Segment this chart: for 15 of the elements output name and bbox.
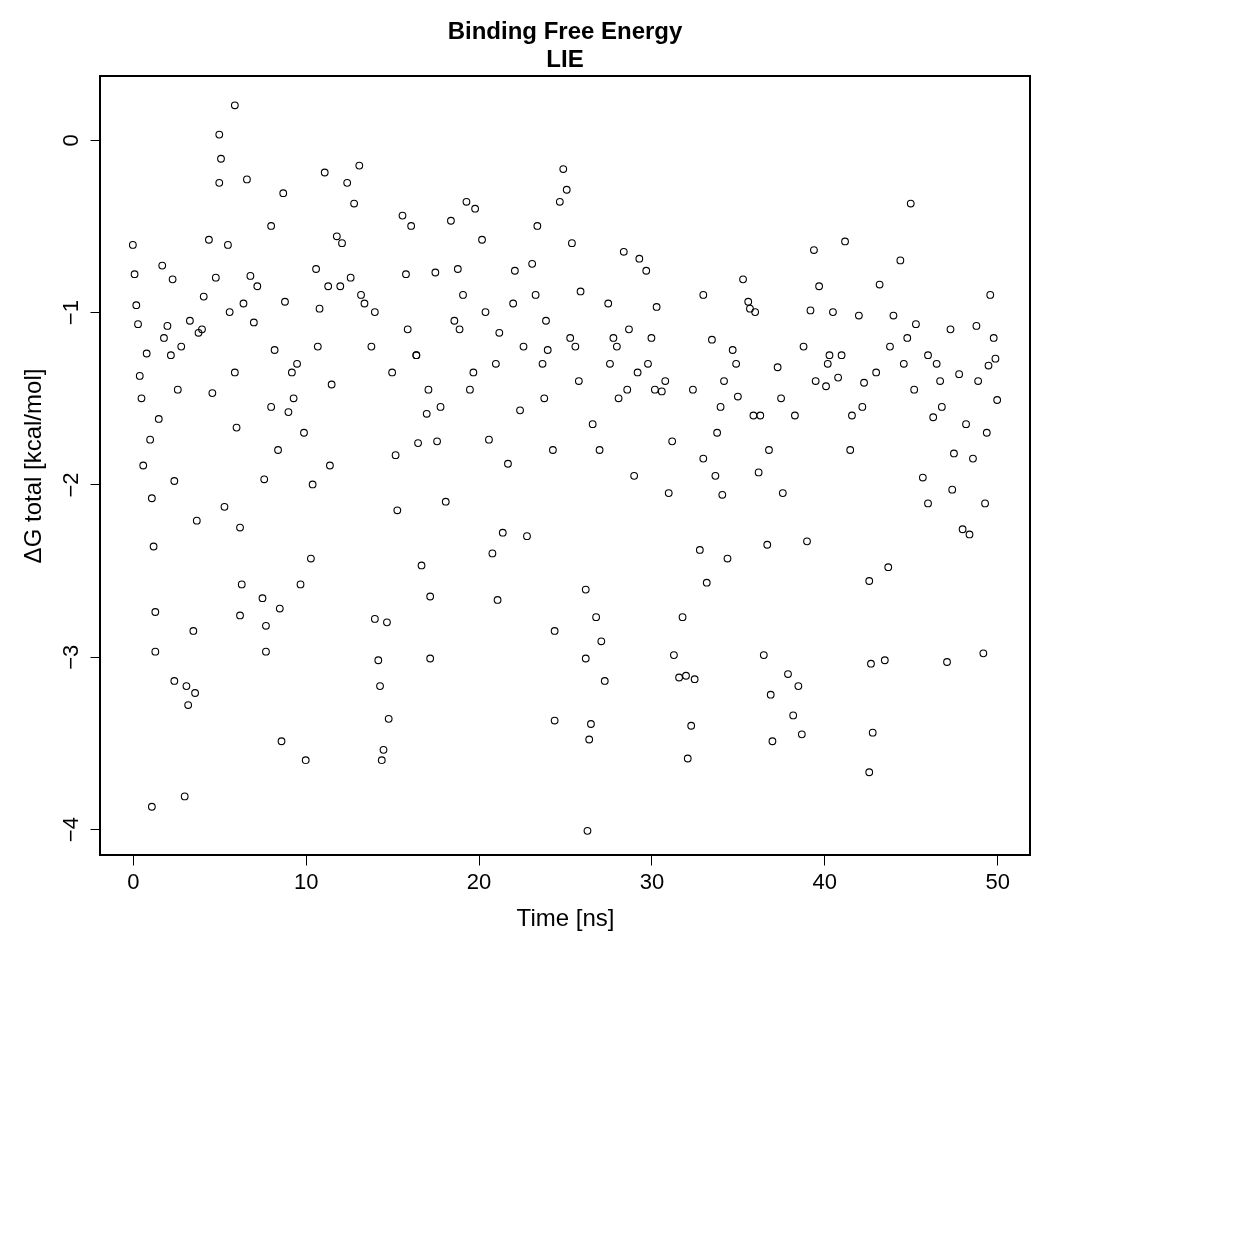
x-tick-label: 20 bbox=[466, 868, 492, 894]
y-tick-label: 0 bbox=[57, 134, 83, 147]
y-tick-label: −4 bbox=[57, 817, 83, 843]
x-tick-label: 10 bbox=[293, 868, 319, 894]
x-axis-title: Time [ns] bbox=[516, 903, 615, 931]
x-tick-label: 0 bbox=[127, 868, 140, 894]
chart-subtitle: LIE bbox=[546, 45, 584, 72]
y-tick-label: −2 bbox=[57, 472, 83, 498]
x-tick-label: 40 bbox=[812, 868, 838, 894]
y-tick-label: −3 bbox=[57, 644, 83, 670]
chart-title: Binding Free Energy bbox=[447, 17, 683, 44]
y-axis-title: ΔG total [kcal/mol] bbox=[18, 368, 46, 564]
x-tick-label: 30 bbox=[639, 868, 665, 894]
y-tick-label: −1 bbox=[57, 300, 83, 326]
x-tick-label: 50 bbox=[985, 868, 1010, 894]
